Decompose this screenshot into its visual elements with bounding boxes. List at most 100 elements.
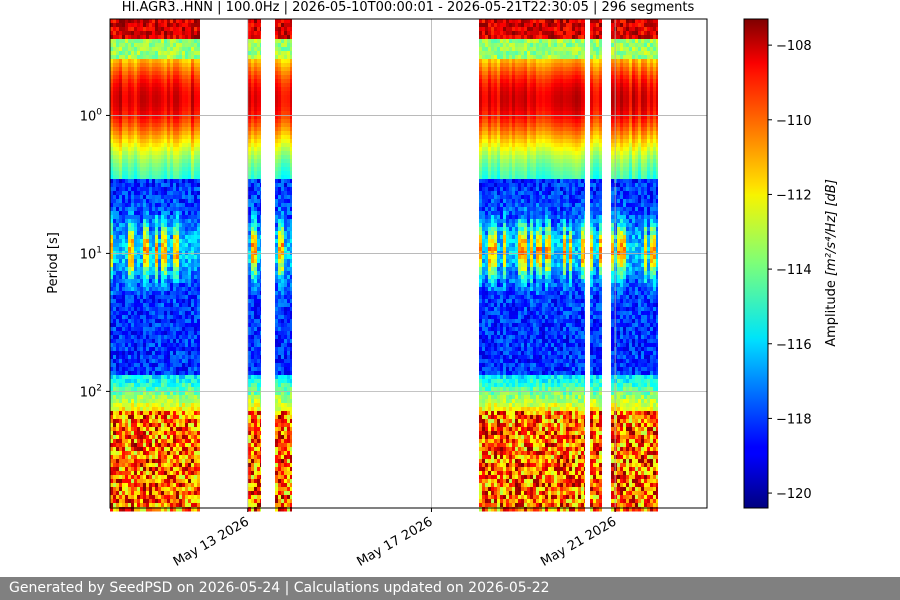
heatmap-cell <box>197 255 200 260</box>
heatmap-cell <box>164 23 167 28</box>
heatmap-cell <box>146 259 149 264</box>
heatmap-cell <box>131 67 134 72</box>
heatmap-cell <box>122 423 125 428</box>
heatmap-cell <box>173 411 176 416</box>
heatmap-cell <box>149 187 152 192</box>
heatmap-cell <box>191 463 194 468</box>
heatmap-cell <box>248 127 251 132</box>
heatmap-cell <box>281 507 284 512</box>
heatmap-cell <box>254 119 257 124</box>
heatmap-cell <box>251 443 254 448</box>
heatmap-cell <box>281 115 284 120</box>
heatmap-cell <box>134 427 137 432</box>
heatmap-cell <box>119 367 122 372</box>
heatmap-cell <box>113 423 116 428</box>
heatmap-cell <box>128 431 131 436</box>
heatmap-cell <box>290 291 292 296</box>
heatmap-cell <box>251 47 254 52</box>
heatmap-cell <box>140 143 143 148</box>
heatmap-cell <box>197 455 200 460</box>
heatmap-cell <box>146 499 149 504</box>
heatmap-cell <box>167 451 170 456</box>
heatmap-cell <box>182 183 185 188</box>
heatmap-cell <box>278 147 281 152</box>
heatmap-cell <box>164 19 167 24</box>
heatmap-cell <box>143 327 146 332</box>
heatmap-cell <box>140 119 143 124</box>
heatmap-cell <box>284 139 287 144</box>
heatmap-cell <box>281 163 284 168</box>
heatmap-cell <box>131 179 134 184</box>
heatmap-cell <box>137 463 140 468</box>
heatmap-cell <box>182 123 185 128</box>
heatmap-cell <box>248 35 251 40</box>
heatmap-cell <box>185 495 188 500</box>
heatmap-cell <box>275 499 278 504</box>
heatmap-cell <box>116 447 119 452</box>
heatmap-cell <box>134 23 137 28</box>
heatmap-cell <box>152 167 155 172</box>
heatmap-cell <box>176 95 179 100</box>
heatmap-cell <box>164 423 167 428</box>
heatmap-cell <box>191 315 194 320</box>
heatmap-cell <box>284 39 287 44</box>
heatmap-cell <box>125 475 128 480</box>
heatmap-cell <box>251 271 254 276</box>
heatmap-cell <box>182 159 185 164</box>
heatmap-cell <box>149 315 152 320</box>
heatmap-cell <box>116 67 119 72</box>
heatmap-cell <box>278 423 281 428</box>
heatmap-cell <box>134 267 137 272</box>
heatmap-cell <box>158 259 161 264</box>
heatmap-cell <box>251 23 254 28</box>
heatmap-cell <box>143 87 146 92</box>
heatmap-cell <box>251 103 254 108</box>
heatmap-cell <box>248 91 251 96</box>
heatmap-cell <box>128 75 131 80</box>
heatmap-cell <box>149 151 152 156</box>
heatmap-cell <box>284 431 287 436</box>
heatmap-cell <box>110 247 113 252</box>
heatmap-cell <box>119 27 122 32</box>
heatmap-cell <box>197 39 200 44</box>
heatmap-cell <box>194 359 197 364</box>
heatmap-cell <box>152 407 155 412</box>
heatmap-cell <box>137 415 140 420</box>
heatmap-cell <box>191 367 194 372</box>
heatmap-cell <box>185 447 188 452</box>
heatmap-cell <box>110 303 113 308</box>
heatmap-cell <box>194 307 197 312</box>
heatmap-cell <box>146 283 149 288</box>
heatmap-cell <box>191 279 194 284</box>
heatmap-cell <box>128 67 131 72</box>
heatmap-cell <box>158 483 161 488</box>
heatmap-cell <box>137 395 140 400</box>
heatmap-cell <box>134 311 137 316</box>
heatmap-cell <box>257 327 260 332</box>
heatmap-cell <box>260 283 261 288</box>
heatmap-cell <box>116 467 119 472</box>
heatmap-cell <box>146 55 149 60</box>
heatmap-cell <box>176 299 179 304</box>
heatmap-cell <box>164 199 167 204</box>
heatmap-cell <box>197 379 200 384</box>
heatmap-cell <box>284 59 287 64</box>
heatmap-cell <box>281 35 284 40</box>
heatmap-cell <box>251 27 254 32</box>
heatmap-cell <box>158 67 161 72</box>
heatmap-cell <box>251 427 254 432</box>
heatmap-cell <box>140 359 143 364</box>
heatmap-cell <box>248 27 251 32</box>
heatmap-cell <box>158 467 161 472</box>
heatmap-cell <box>185 271 188 276</box>
heatmap-cell <box>152 231 155 236</box>
heatmap-cell <box>290 147 292 152</box>
heatmap-cell <box>116 79 119 84</box>
heatmap-cell <box>194 207 197 212</box>
heatmap-cell <box>131 435 134 440</box>
heatmap-cell <box>125 487 128 492</box>
heatmap-cell <box>131 111 134 116</box>
heatmap-cell <box>179 107 182 112</box>
heatmap-cell <box>116 443 119 448</box>
heatmap-cell <box>110 123 113 128</box>
